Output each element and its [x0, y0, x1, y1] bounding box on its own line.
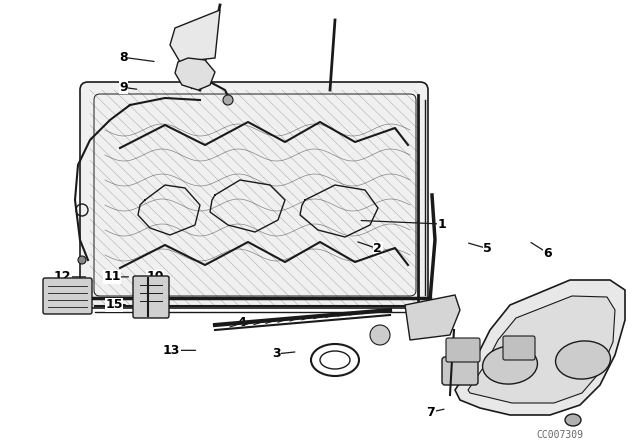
Text: 10: 10: [146, 270, 164, 284]
Text: 1: 1: [437, 217, 446, 231]
Text: 15: 15: [105, 298, 123, 311]
Text: CC007309: CC007309: [536, 430, 584, 440]
Polygon shape: [468, 296, 615, 403]
Text: 8: 8: [119, 51, 128, 64]
Text: 3: 3: [272, 347, 281, 361]
Polygon shape: [85, 95, 420, 295]
Circle shape: [78, 256, 86, 264]
FancyBboxPatch shape: [80, 82, 428, 308]
Text: 13: 13: [163, 344, 180, 357]
Polygon shape: [405, 295, 460, 340]
Text: 6: 6: [543, 246, 552, 260]
Text: 7: 7: [426, 405, 435, 419]
Text: 2: 2: [373, 242, 382, 255]
Text: 4: 4: [237, 316, 246, 329]
Text: 14: 14: [41, 298, 59, 311]
Text: 9: 9: [119, 81, 128, 94]
Text: 12: 12: [54, 270, 72, 284]
Text: 11: 11: [103, 270, 121, 284]
Circle shape: [223, 95, 233, 105]
Ellipse shape: [483, 346, 538, 384]
Polygon shape: [175, 58, 215, 90]
FancyBboxPatch shape: [446, 338, 480, 362]
FancyBboxPatch shape: [43, 278, 92, 314]
FancyBboxPatch shape: [503, 336, 535, 360]
Circle shape: [370, 325, 390, 345]
Ellipse shape: [565, 414, 581, 426]
FancyBboxPatch shape: [442, 357, 478, 385]
Ellipse shape: [556, 341, 611, 379]
Polygon shape: [170, 10, 220, 62]
FancyBboxPatch shape: [133, 276, 169, 318]
Polygon shape: [455, 280, 625, 415]
Text: 5: 5: [483, 242, 492, 255]
